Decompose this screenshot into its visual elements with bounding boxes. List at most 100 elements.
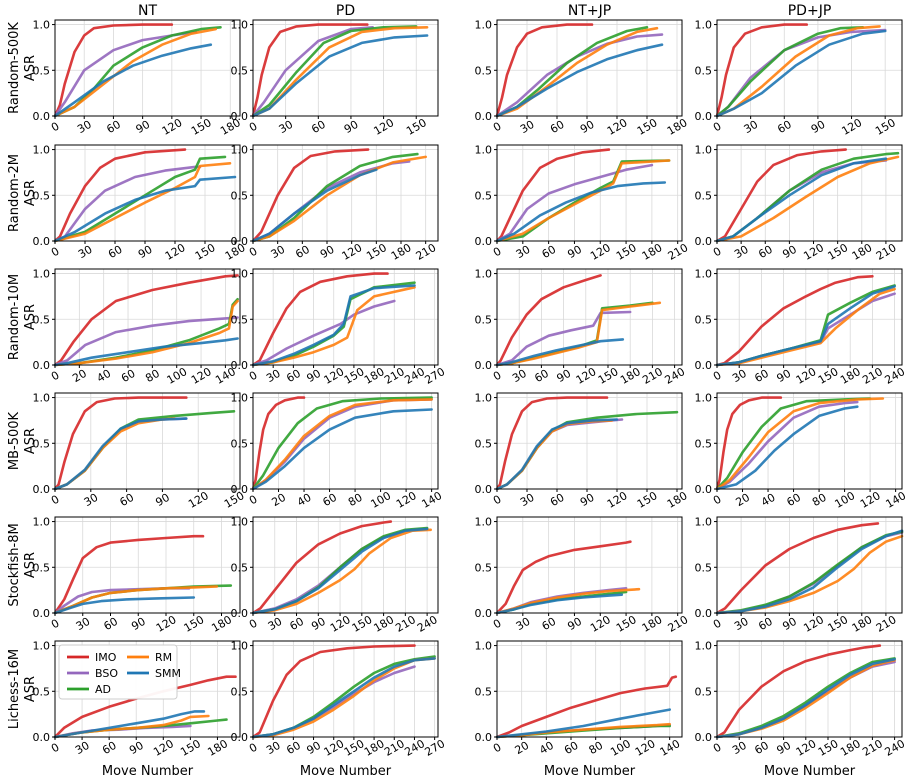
y-tick-label: 1.0	[231, 268, 249, 281]
x-tick-label: 30	[269, 243, 288, 261]
series-line-smm	[251, 34, 429, 118]
x-tick-text: 150	[816, 737, 841, 759]
x-tick-text: 60	[284, 367, 303, 385]
x-tick-label: 30	[510, 367, 529, 385]
x-tick-text: 100	[368, 489, 393, 511]
x-tick-label: 60	[532, 367, 551, 385]
x-tick-text: 90	[153, 491, 172, 509]
legend: IMO BSO AD RM SMM	[58, 644, 181, 700]
column-title: PD+JP	[788, 3, 832, 19]
series-line-bso	[495, 163, 654, 243]
x-tick-label: 120	[633, 737, 658, 759]
x-tick-label: 150	[614, 613, 639, 635]
series-line-imo	[715, 23, 808, 118]
x-tick-label: 90	[129, 615, 148, 633]
x-tick-text: 40	[95, 367, 114, 385]
panel-frame	[716, 19, 903, 117]
x-tick-label: 90	[153, 491, 172, 509]
y-tick-label: 0.0	[475, 483, 493, 496]
x-tick-label: 210	[640, 365, 665, 387]
x-tick-label: 0	[49, 617, 62, 632]
series-line-bso	[715, 531, 904, 615]
x-tick-label: 180	[389, 241, 414, 263]
y-tick-label: 0.0	[475, 359, 493, 372]
x-tick-text: 150	[816, 365, 841, 387]
x-tick-text: 150	[614, 613, 639, 635]
x-tick-label: 90	[318, 243, 337, 261]
x-tick-label: 120	[160, 116, 185, 138]
x-tick-text: 210	[860, 365, 885, 387]
x-tick-text: 90	[578, 491, 597, 509]
y-tick-label: 1.0	[231, 392, 249, 405]
series-line-bso	[715, 400, 859, 491]
x-tick-text: 0	[49, 369, 62, 384]
x-tick-label: 150	[193, 241, 218, 263]
row-label-asr: ASR	[23, 428, 38, 454]
y-tick-label: 0.0	[33, 235, 51, 248]
series-line-smm	[251, 408, 433, 491]
x-tick-label: 90	[127, 739, 146, 757]
x-tick-label: 150	[826, 241, 851, 263]
x-tick-text: 40	[759, 491, 778, 509]
x-tick-text: 30	[742, 118, 761, 136]
x-tick-text: 210	[414, 241, 439, 263]
x-tick-text: 100	[608, 737, 633, 759]
x-tick-text: 0	[247, 245, 260, 260]
panel-frame	[496, 516, 683, 614]
row-label-asr: ASR	[23, 55, 38, 81]
x-tick-text: 20	[733, 491, 752, 509]
x-tick-text: 30	[510, 367, 529, 385]
x-tick-label: 240	[883, 737, 908, 759]
row-label: Random-500K ASR	[7, 22, 38, 114]
y-tick-label: 1.0	[695, 144, 713, 157]
x-tick-text: 120	[340, 241, 365, 263]
x-tick-text: 0	[711, 741, 724, 756]
x-tick-label: 60	[752, 739, 771, 757]
x-tick-text: 120	[163, 241, 188, 263]
x-tick-label: 60	[119, 367, 138, 385]
x-tick-text: 0	[491, 369, 504, 384]
x-tick-text: 180	[850, 613, 875, 635]
x-tick-text: 150	[826, 613, 851, 635]
x-tick-text: 0	[49, 617, 62, 632]
x-tick-text: 90	[775, 739, 794, 757]
panel-frame	[496, 144, 683, 242]
y-tick-label: 1.0	[33, 19, 51, 32]
x-tick-label: 90	[309, 615, 328, 633]
y-tick-label: 0.0	[475, 110, 493, 123]
x-tick-label: 90	[136, 243, 155, 261]
series-line-rm	[251, 398, 433, 491]
x-tick-label: 90	[555, 367, 574, 385]
x-tick-text: 0	[711, 369, 724, 384]
panel: 0 30 60 90 120 150 180 210 0.0 0.5 1.0	[475, 144, 691, 263]
y-tick-label: 0.5	[231, 685, 249, 698]
x-tick-text: 100	[165, 365, 190, 387]
x-tick-text: 180	[389, 241, 414, 263]
y-tick-label: 0.0	[33, 359, 51, 372]
series-line-rm	[495, 301, 662, 367]
x-tick-label: 30	[518, 118, 537, 136]
series-line-smm	[53, 710, 206, 739]
x-tick-text: 90	[309, 615, 328, 633]
x-tick-label: 120	[394, 489, 419, 511]
panel-frame	[252, 268, 439, 366]
y-tick-label: 0.5	[475, 437, 493, 450]
x-tick-label: 0	[247, 741, 260, 756]
x-tick-label: 30	[730, 739, 749, 757]
x-tick-text: 180	[665, 489, 690, 511]
x-tick-label: 90	[304, 739, 323, 757]
x-tick-label: 0	[49, 369, 62, 384]
series-line-rm	[251, 286, 416, 367]
y-tick-label: 0.0	[33, 607, 51, 620]
x-tick-text: 0	[491, 120, 504, 135]
x-tick-label: 270	[423, 737, 448, 759]
x-tick-label: 210	[666, 241, 691, 263]
x-tick-label: 30	[264, 367, 283, 385]
x-tick-label: 30	[266, 615, 285, 633]
